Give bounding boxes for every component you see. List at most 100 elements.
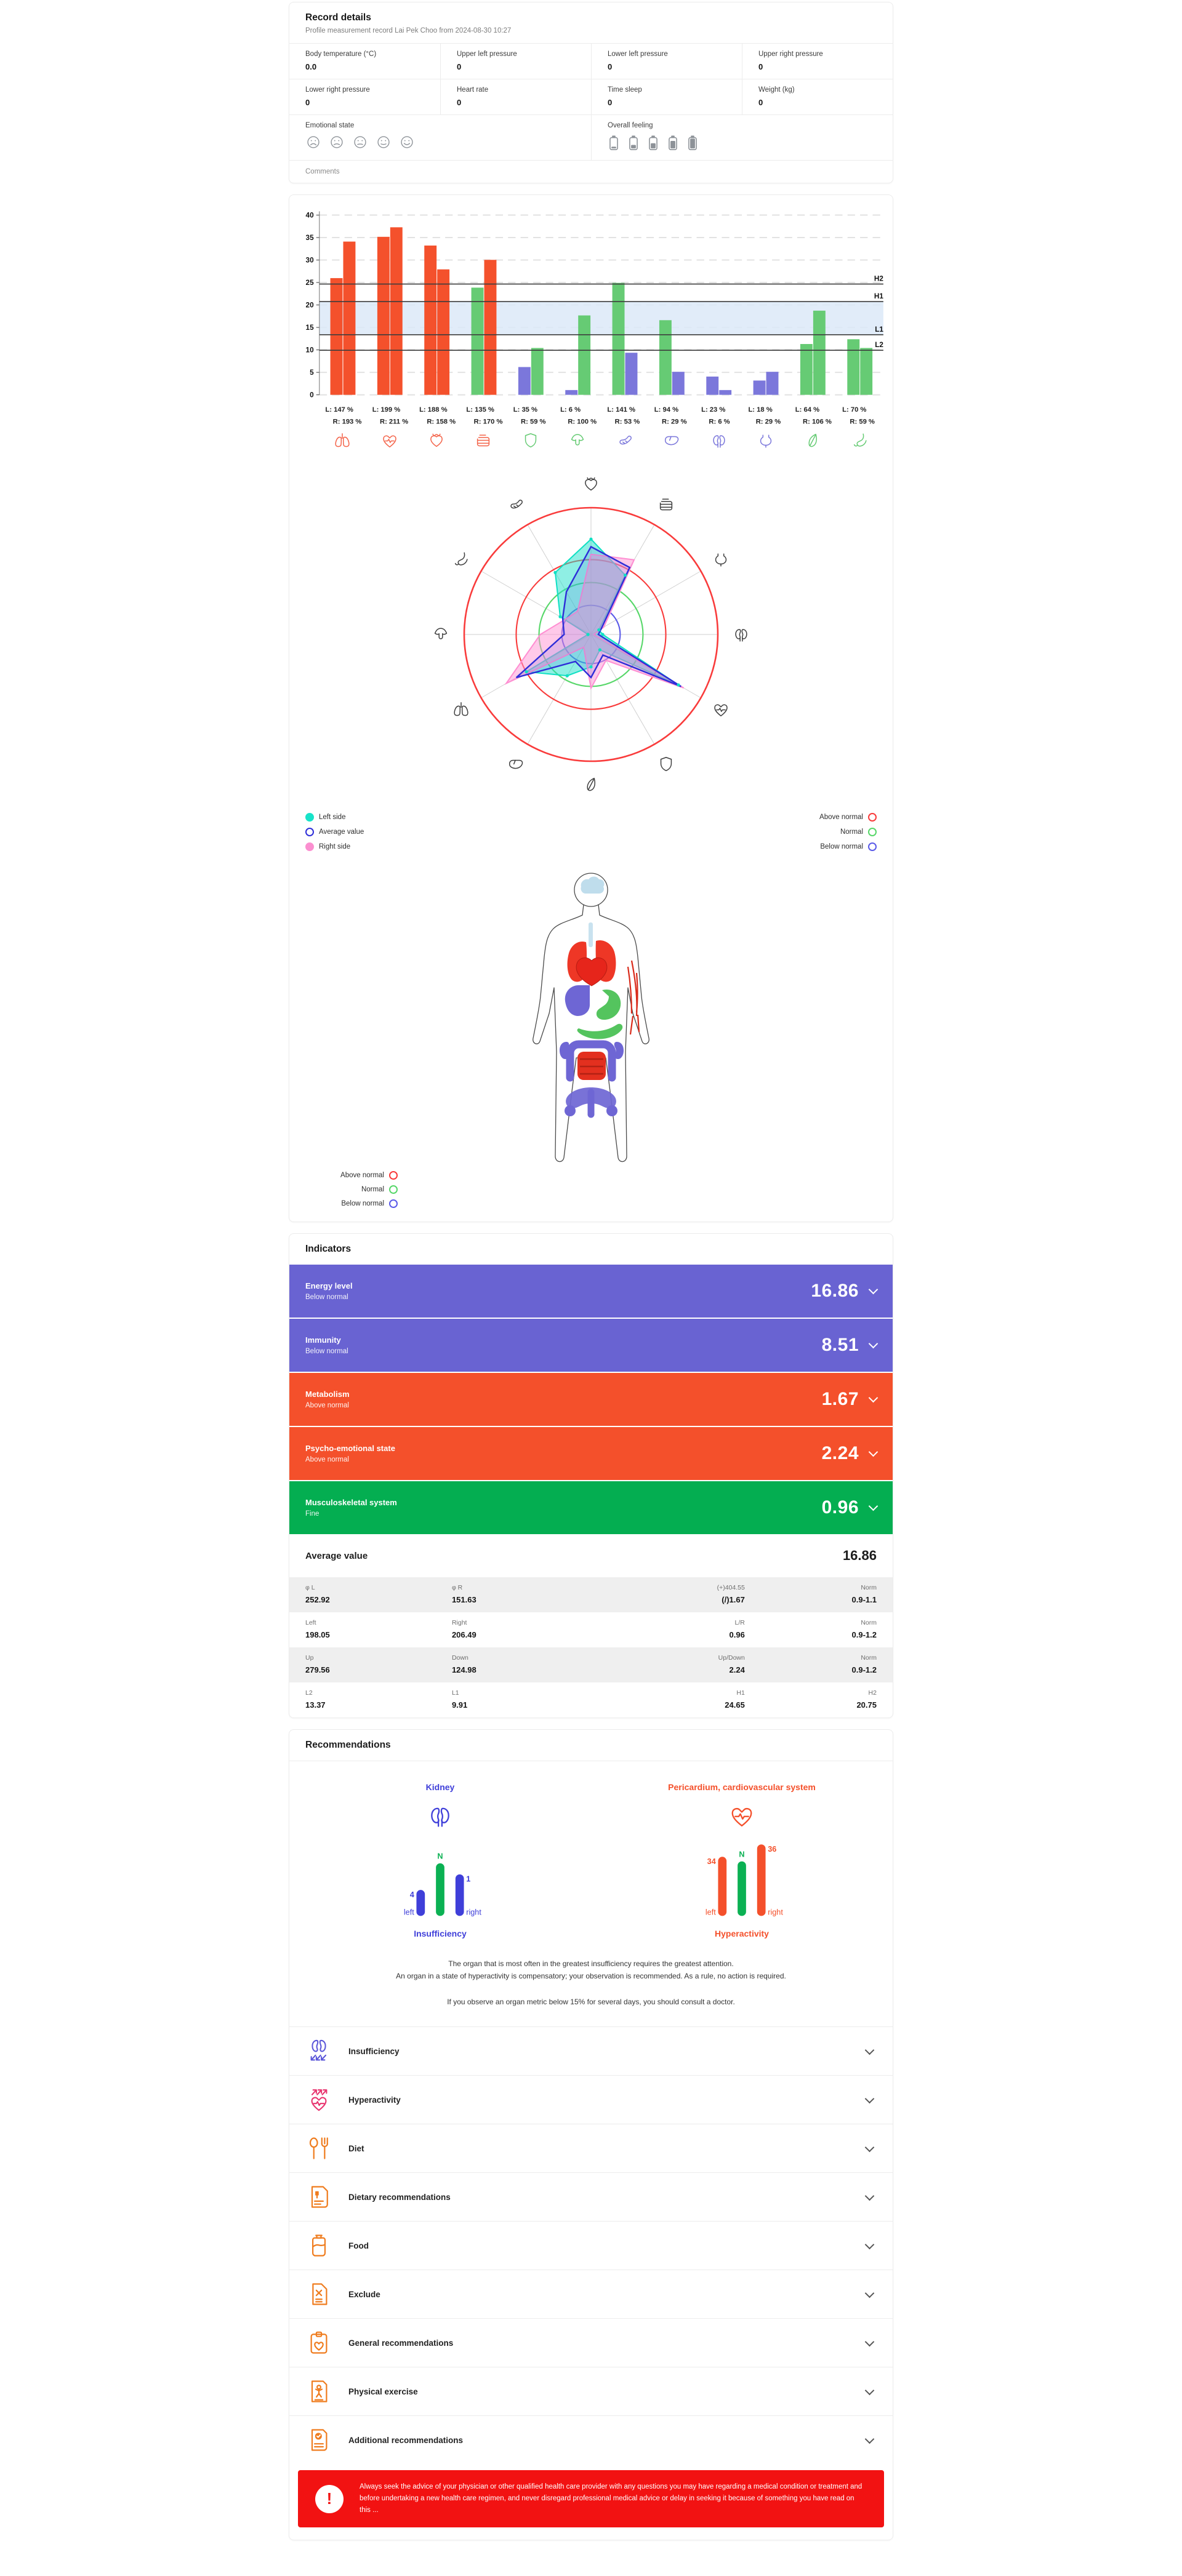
overall-feeling-cell: Overall feeling	[591, 114, 893, 160]
metric--l: φ L 252.92	[305, 1584, 330, 1604]
lungs-icon	[333, 431, 352, 450]
indicator-immunity[interactable]: Immunity Below normal 8.51	[289, 1319, 893, 1372]
radar-intestine-icon	[657, 495, 675, 514]
overall-feeling-picker	[608, 134, 877, 151]
displeased-face-icon[interactable]	[352, 134, 368, 150]
sad-face-icon[interactable]	[329, 134, 345, 150]
accordion-food[interactable]: Food	[289, 2221, 893, 2270]
bar-left-stomach	[847, 339, 860, 395]
stomach-icon	[851, 431, 869, 450]
metrics-row-2: Left 198.05 Right 206.49 L/R 0.96 Norm 0.9-1.2	[289, 1612, 893, 1647]
bar-left-liver	[659, 320, 672, 395]
svg-text:10: 10	[306, 346, 315, 354]
indicator-value: 1.67	[821, 1389, 859, 1409]
metrics-row-1: φ L 252.92 φ R 151.63 (+)404.55 (/)1.67 Norm 0.…	[289, 1577, 893, 1612]
average-value-row: Average value 16.86	[289, 1534, 893, 1577]
liver-organ	[565, 985, 590, 1016]
accordion-diet[interactable]: Diet	[289, 2124, 893, 2172]
radar-immunity-icon	[657, 755, 675, 774]
bar-right-pericardium	[390, 227, 403, 395]
recommendations-title: Recommendations	[289, 1730, 893, 1761]
svg-text:1: 1	[466, 1874, 470, 1883]
body-legend-below-normal: Below normal	[305, 1199, 398, 1208]
additional-icon	[305, 2426, 332, 2454]
battery-level-5-icon[interactable]	[686, 134, 699, 151]
pancreas-icon	[616, 431, 634, 450]
bar-right-gallbladder	[813, 310, 826, 395]
battery-level-4-icon[interactable]	[667, 134, 679, 151]
bar-right-liver	[672, 372, 685, 395]
svg-text:R: 106 %: R: 106 %	[803, 418, 832, 426]
general-icon	[305, 2329, 332, 2356]
svg-text:R: 100 %: R: 100 %	[568, 418, 597, 426]
accordion-exclude[interactable]: Exclude	[289, 2270, 893, 2318]
pericardium-panel: Pericardium, cardiovascular system 34 N 36…	[591, 1782, 893, 1942]
radar-heart-icon	[582, 475, 600, 494]
svg-text:R: 53 %: R: 53 %	[615, 418, 640, 426]
field-value: 0	[305, 98, 310, 107]
metric-up/down: Up/Down 2.24	[718, 1654, 745, 1674]
above-normal-swatch	[389, 1171, 398, 1180]
svg-text:30: 30	[306, 257, 315, 265]
indicator-psycho-emotional-state[interactable]: Psycho-emotional state Above normal 2.24	[289, 1427, 893, 1480]
radar-right-series	[504, 553, 685, 690]
indicator-value: 16.86	[811, 1281, 859, 1301]
accordion-general-recommendations[interactable]: General recommendations	[289, 2318, 893, 2367]
heart-organ	[576, 957, 608, 986]
indicators-title: Indicators	[305, 1244, 352, 1254]
chevron-down-icon	[868, 1338, 878, 1348]
accordion-insufficiency[interactable]: Insufficiency	[289, 2026, 893, 2075]
hyperactivity-icon	[305, 2086, 332, 2113]
battery-level-3-icon[interactable]	[647, 134, 659, 151]
zone-legend: Above normal Normal Below normal	[819, 813, 877, 851]
heart-icon	[427, 431, 446, 450]
chevron-down-icon	[864, 2288, 875, 2298]
radar-liver-icon	[507, 755, 525, 774]
field-label: Weight (kg)	[758, 86, 795, 94]
svg-text:right: right	[768, 1908, 783, 1916]
chevron-down-icon	[864, 2045, 875, 2055]
bar-left-gallbladder	[800, 344, 813, 395]
pancreas-organ	[577, 1023, 623, 1039]
bar-left-immunity	[518, 367, 531, 395]
accordion-hyperactivity[interactable]: Hyperactivity	[289, 2075, 893, 2124]
very-sad-face-icon[interactable]	[305, 134, 321, 150]
accordion-additional-recommendations[interactable]: Additional recommendations	[289, 2415, 893, 2464]
bar-left-lungs	[330, 278, 343, 395]
battery-level-2-icon[interactable]	[627, 134, 640, 151]
legend-item-below-normal: Below normal	[819, 842, 877, 851]
dietary-icon	[305, 2183, 332, 2210]
accordion-dietary-recommendations[interactable]: Dietary recommendations	[289, 2172, 893, 2221]
svg-text:25: 25	[306, 279, 315, 287]
svg-text:left: left	[706, 1908, 716, 1916]
legend-item-left-side: Left side	[305, 813, 364, 822]
slight-smile-face-icon[interactable]	[376, 134, 392, 150]
accordion-physical-exercise[interactable]: Physical exercise	[289, 2367, 893, 2415]
metric-l/r: L/R 0.96	[729, 1619, 745, 1639]
exercise-icon	[305, 2378, 332, 2405]
indicator-energy-level[interactable]: Energy level Below normal 16.86	[289, 1265, 893, 1318]
metrics-row-3: Up 279.56 Down 124.98 Up/Down 2.24 Norm 0.9-1.2	[289, 1647, 893, 1682]
happy-face-icon[interactable]	[399, 134, 415, 150]
field-label: Lower left pressure	[608, 50, 668, 58]
exclude-icon	[305, 2281, 332, 2308]
field-value: 0	[608, 98, 613, 107]
bar-left-pancreas	[612, 282, 625, 395]
svg-text:H2: H2	[874, 274, 883, 282]
right-kidney-organ	[614, 1042, 624, 1059]
recommendation-panels: Kidney 4 N 1 left right Insufficiency Perica…	[289, 1761, 893, 1942]
indicator-musculoskeletal-system[interactable]: Musculoskeletal system Fine 0.96	[289, 1481, 893, 1534]
svg-text:L: 23 %: L: 23 %	[701, 406, 725, 414]
svg-text:R: 29 %: R: 29 %	[662, 418, 687, 426]
field-lower-right-pressure: Lower right pressure 0	[289, 79, 440, 114]
organ-icon-row	[296, 431, 886, 450]
right-side-swatch	[305, 842, 314, 851]
battery-level-1-icon[interactable]	[608, 134, 620, 151]
bar-left-jaw	[565, 390, 578, 395]
field-label: Upper right pressure	[758, 50, 823, 58]
kidneys-icon	[426, 1802, 454, 1830]
average-value-label: Average value	[305, 1550, 368, 1561]
indicator-metabolism[interactable]: Metabolism Above normal 1.67	[289, 1373, 893, 1426]
chevron-down-icon	[868, 1501, 878, 1511]
radar-pericardium-icon	[712, 700, 730, 719]
